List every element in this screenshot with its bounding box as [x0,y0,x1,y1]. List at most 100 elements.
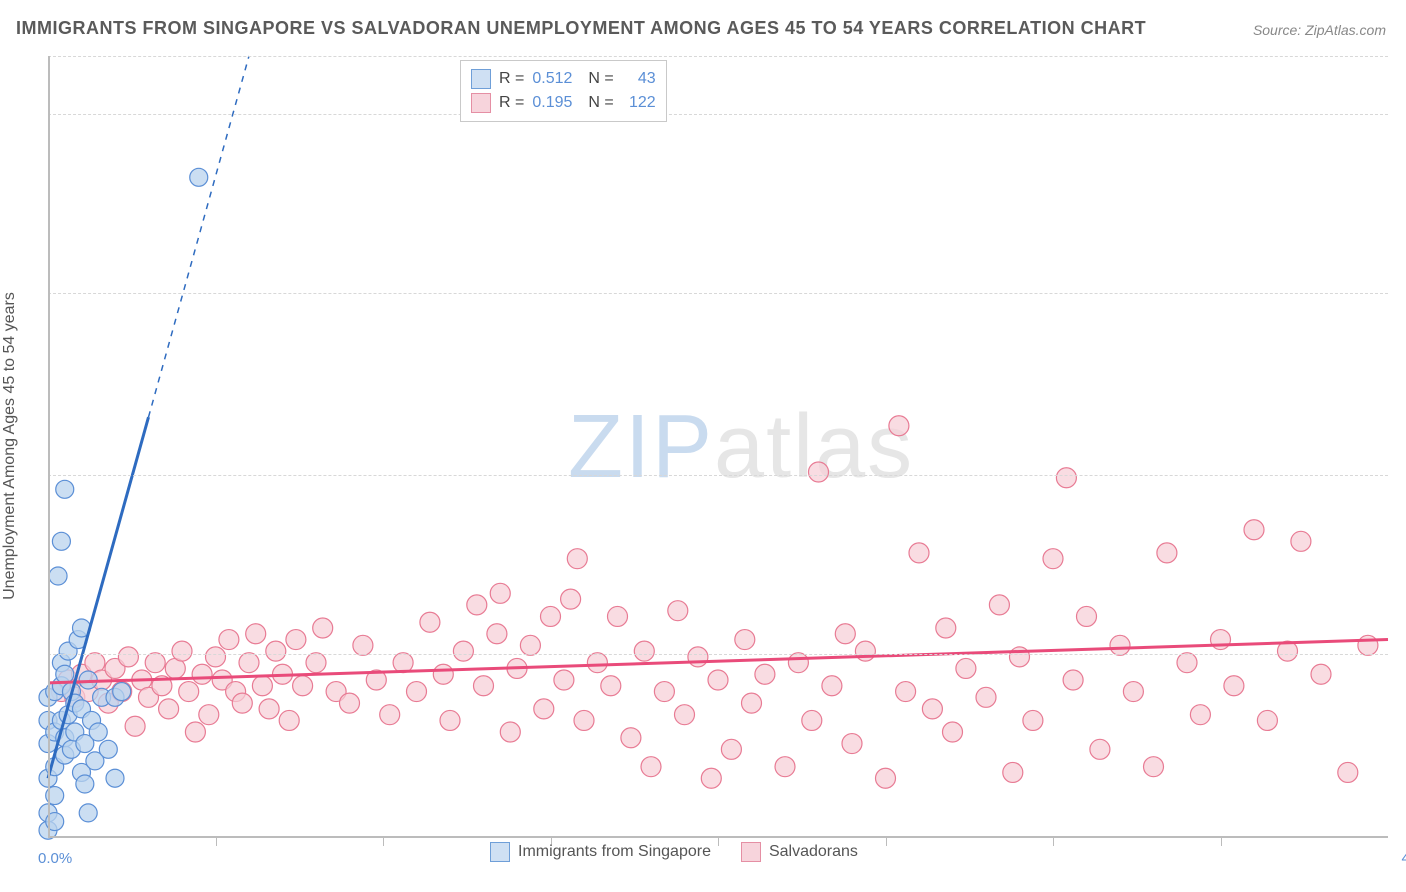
singapore-point [49,567,67,585]
stats-legend-row: R =0.512N =43 [471,67,656,91]
salvadorans-point [393,653,413,673]
salvadorans-point [742,693,762,713]
salvadorans-point [1177,653,1197,673]
salvadorans-point [809,462,829,482]
salvadorans-point [1224,676,1244,696]
salvadorans-point [788,653,808,673]
salvadorans-point [185,722,205,742]
x-tick [383,836,384,846]
salvadorans-point [922,699,942,719]
legend-label: Immigrants from Singapore [518,843,711,861]
salvadorans-point [688,647,708,667]
singapore-point [99,740,117,758]
salvadorans-point [835,624,855,644]
chart-plot-area: ZIPatlas 6.3%12.5%18.8%25.0%0.0%40.0% [48,56,1388,836]
salvadorans-point [621,728,641,748]
salvadorans-point [1291,531,1311,551]
n-value: 122 [622,91,656,115]
salvadorans-point [1190,705,1210,725]
salvadorans-point [145,653,165,673]
salvadorans-point [474,676,494,696]
n-value: 43 [622,67,656,91]
salvadorans-point [1077,606,1097,626]
salvadorans-point [976,687,996,707]
salvadorans-point [735,630,755,650]
salvadorans-point [487,624,507,644]
salvadorans-point [775,757,795,777]
salvadorans-point [179,682,199,702]
salvadorans-point [125,716,145,736]
trend-line-singapore-extrapolated [149,56,250,417]
salvadorans-point [219,630,239,650]
salvadorans-point [1056,468,1076,488]
salvadorans-point [440,710,460,730]
salvadorans-point [279,710,299,730]
legend-swatch [471,93,491,113]
singapore-point [106,769,124,787]
salvadorans-point [118,647,138,667]
salvadorans-point [467,595,487,615]
grid-line [48,475,1388,476]
salvadorans-point [956,658,976,678]
grid-line [48,293,1388,294]
salvadorans-point [1311,664,1331,684]
n-label: N = [588,67,613,91]
singapore-point [56,480,74,498]
legend-item: Immigrants from Singapore [490,842,711,862]
salvadorans-point [232,693,252,713]
legend-label: Salvadorans [769,843,858,861]
grid-line [48,114,1388,115]
salvadorans-point [822,676,842,696]
r-value: 0.195 [532,91,580,115]
salvadorans-point [1157,543,1177,563]
legend-swatch [490,842,510,862]
y-tick-label: 18.8% [1393,284,1406,301]
salvadorans-point [876,768,896,788]
salvadorans-point [159,699,179,719]
salvadorans-point [340,693,360,713]
salvadorans-point [708,670,728,690]
salvadorans-point [286,630,306,650]
salvadorans-point [172,641,192,661]
salvadorans-point [721,739,741,759]
salvadorans-point [192,664,212,684]
salvadorans-point [1003,762,1023,782]
singapore-point [52,532,70,550]
x-tick [886,836,887,846]
salvadorans-point [246,624,266,644]
grid-line [48,654,1388,655]
y-axis-label: Unemployment Among Ages 45 to 54 years [1,292,19,600]
salvadorans-point [1063,670,1083,690]
x-tick [1221,836,1222,846]
correlation-stats-legend: R =0.512N =43R =0.195N =122 [460,60,667,122]
salvadorans-point [541,606,561,626]
salvadorans-point [1090,739,1110,759]
chart-title: IMMIGRANTS FROM SINGAPORE VS SALVADORAN … [16,18,1146,39]
stats-legend-row: R =0.195N =122 [471,91,656,115]
salvadorans-point [420,612,440,632]
salvadorans-point [567,549,587,569]
singapore-point [113,683,131,701]
x-tick [1053,836,1054,846]
salvadorans-point [1144,757,1164,777]
salvadorans-point [534,699,554,719]
series-legend: Immigrants from Singapore Salvadorans [490,842,858,862]
singapore-point [89,723,107,741]
y-tick-label: 6.3% [1393,646,1406,663]
salvadorans-point [1123,682,1143,702]
salvadorans-point [313,618,333,638]
salvadorans-point [654,682,674,702]
salvadorans-point [239,653,259,673]
singapore-point [190,168,208,186]
salvadorans-point [199,705,219,725]
salvadorans-point [380,705,400,725]
salvadorans-point [909,543,929,563]
salvadorans-point [306,653,326,673]
salvadorans-point [601,676,621,696]
salvadorans-point [587,653,607,673]
legend-swatch [471,69,491,89]
salvadorans-point [206,647,226,667]
salvadorans-point [842,734,862,754]
salvadorans-point [802,710,822,730]
salvadorans-point [668,601,688,621]
